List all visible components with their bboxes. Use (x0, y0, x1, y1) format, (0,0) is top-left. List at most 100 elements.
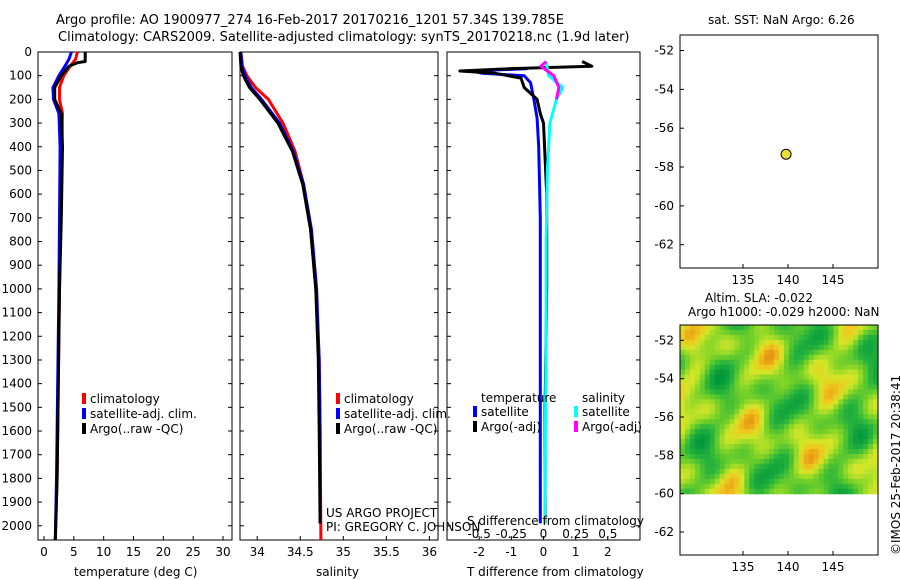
sla-cell (808, 414, 815, 420)
sla-cell (769, 334, 775, 341)
depth-tick-label: 1700 (1, 448, 32, 462)
sla-cell (858, 419, 864, 425)
sla-cell (709, 379, 716, 386)
sla-cell (744, 339, 750, 346)
sla-cell (788, 449, 795, 455)
sla-cell (769, 349, 775, 356)
sla-cell (719, 325, 726, 331)
sla-cell (744, 409, 750, 415)
sla-cell (823, 429, 830, 435)
sla-cell (680, 339, 686, 346)
sla-cell (704, 374, 711, 381)
sla-cell (823, 364, 830, 371)
sla-cell (764, 394, 770, 401)
sla-cell (783, 384, 790, 391)
sla-cell (783, 444, 790, 450)
sla-cell (749, 409, 755, 415)
sla-cell (873, 374, 879, 381)
sla-cell (759, 434, 765, 440)
sla-cell (828, 349, 835, 356)
sla-cell (858, 339, 864, 346)
sla-cell (769, 434, 775, 440)
sla-cell (848, 394, 854, 401)
temperature-legend-label: satellite-adj. clim. (90, 407, 197, 421)
sla-cell (853, 449, 859, 455)
sla-cell (734, 334, 740, 341)
sla-cell (783, 478, 790, 485)
sla-cell (749, 394, 755, 401)
sla-cell (689, 488, 696, 495)
sla-cell (863, 449, 869, 455)
sla-cell (779, 483, 785, 490)
sla-cell (873, 458, 879, 465)
sla-cell (680, 404, 686, 410)
sla-cell (818, 374, 825, 381)
sla-cell (788, 334, 795, 341)
sla-cell (754, 384, 760, 391)
sla-cell (684, 488, 691, 495)
sla-cell (803, 374, 810, 381)
sla-cell (759, 444, 765, 450)
sla-cell (863, 339, 869, 346)
sla-cell (774, 389, 780, 396)
sla-cell (808, 444, 815, 450)
sla-cell (808, 344, 815, 351)
sla-cell (689, 404, 696, 410)
sla-cell (823, 414, 830, 420)
sla-cell (764, 329, 770, 336)
sla-cell (739, 444, 745, 450)
sla-cell (793, 359, 800, 366)
sla-cell (863, 384, 869, 391)
sla-cell (759, 449, 765, 455)
sla-cell (833, 409, 839, 415)
sla-cell (729, 409, 736, 415)
sla-cell (788, 488, 795, 495)
sla-cell (699, 334, 706, 341)
sla-cell (779, 463, 785, 470)
sla-cell (779, 449, 785, 455)
sla-cell (793, 419, 800, 425)
sla-cell (694, 419, 701, 425)
sla-cell (833, 349, 839, 356)
sla-cell (769, 394, 775, 401)
sla-cell (853, 369, 859, 376)
sla-cell (868, 374, 874, 381)
sla-cell (793, 394, 800, 401)
sla-cell (734, 414, 740, 420)
sla-cell (783, 379, 790, 386)
sla-cell (808, 364, 815, 371)
sla-cell (689, 384, 696, 391)
sla-cell (739, 334, 745, 341)
sla-cell (863, 399, 869, 405)
sla-cell (823, 349, 830, 356)
sla-cell (754, 429, 760, 435)
sla-cell (848, 329, 854, 336)
sla-cell (868, 424, 874, 430)
sla-cell (724, 468, 731, 475)
sla-cell (680, 424, 686, 430)
sla-cell (699, 404, 706, 410)
sla-cell (788, 453, 795, 460)
sla-cell (793, 404, 800, 410)
sla-cell (828, 473, 835, 480)
sla-cell (803, 384, 810, 391)
sla-cell (863, 483, 869, 490)
sla-cell (774, 439, 780, 445)
sla-cell (704, 449, 711, 455)
sla-cell (833, 429, 839, 435)
sla-cell (754, 359, 760, 366)
sla-cell (764, 483, 770, 490)
sla-cell (838, 334, 844, 341)
sla-cell (793, 344, 800, 351)
sla-cell (833, 434, 839, 440)
sla-cell (684, 439, 691, 445)
sla-cell (779, 399, 785, 405)
sla-cell (689, 483, 696, 490)
sla-cell (828, 419, 835, 425)
sla-cell (833, 468, 839, 475)
sla-cell (744, 384, 750, 391)
sla-cell (833, 384, 839, 391)
sla-cell (818, 344, 825, 351)
sla-cell (704, 483, 711, 490)
sla-cell (783, 429, 790, 435)
